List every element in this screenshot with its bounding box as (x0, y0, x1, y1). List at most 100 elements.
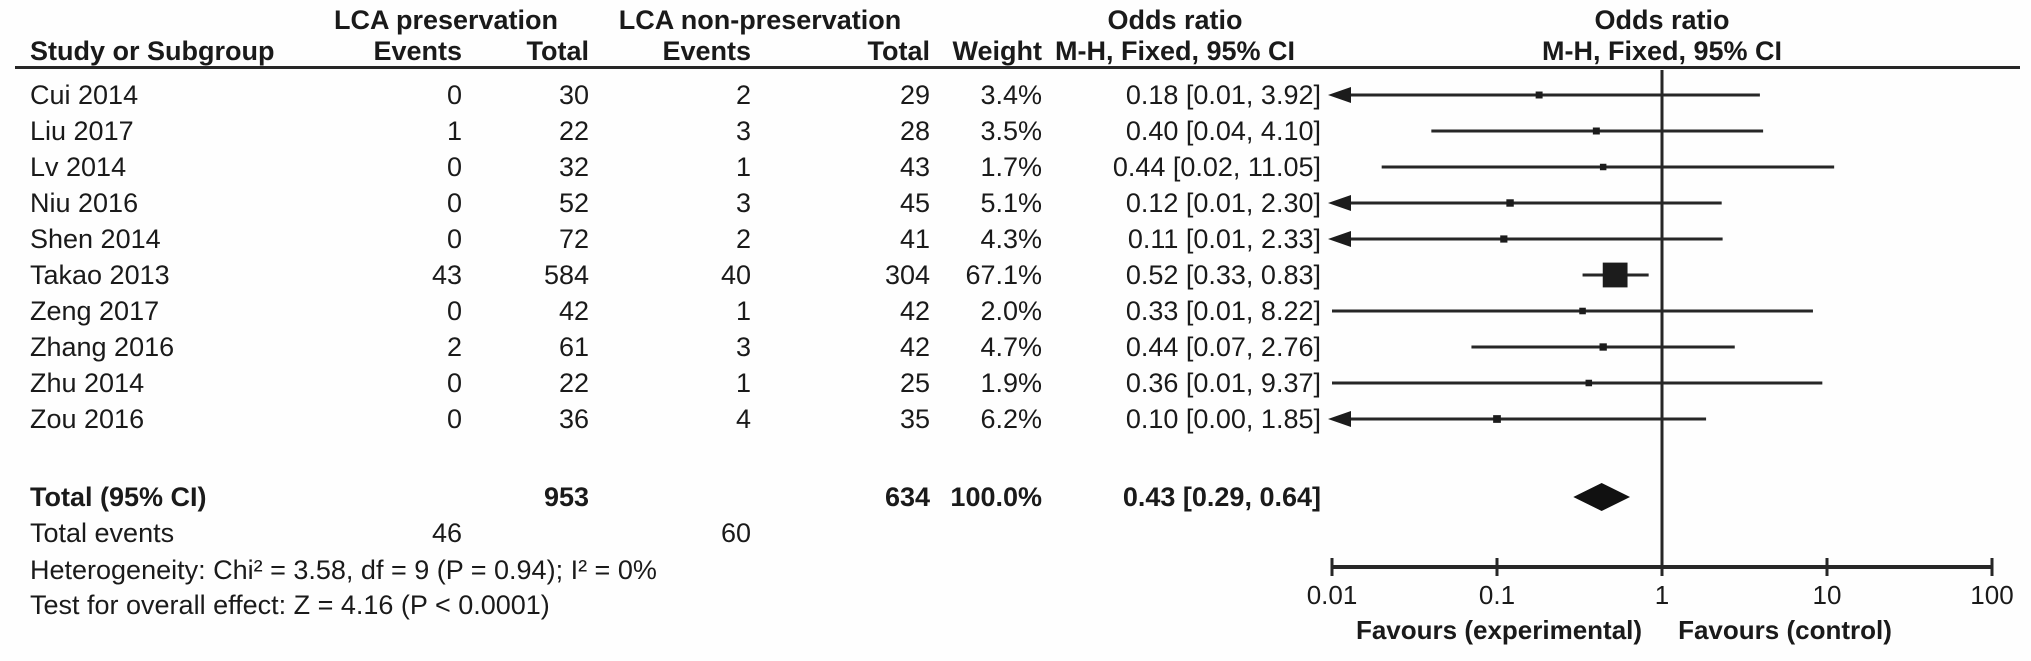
events-preservation: 0 (446, 404, 462, 434)
weight-value: 4.7% (980, 332, 1042, 362)
total-preservation: 22 (558, 368, 589, 398)
total-odds-ratio-ci: 0.43 [0.29, 0.64] (1122, 482, 1321, 512)
axis-tick-label: 100 (1970, 580, 2013, 610)
events-non-preservation: 2 (735, 224, 751, 254)
odds-ratio-ci-value: 0.40 [0.04, 4.10] (1125, 116, 1321, 146)
or-point-marker (1500, 235, 1508, 243)
weight-value: 4.3% (980, 224, 1042, 254)
total-events-non-preservation: 60 (720, 518, 751, 548)
study-name: Lv 2014 (30, 152, 127, 182)
total-preservation: 584 (543, 260, 589, 290)
events-non-preservation: 3 (735, 332, 751, 362)
total-preservation: 72 (558, 224, 589, 254)
events-non-preservation: 1 (735, 296, 751, 326)
axis-tick-label: 0.1 (1479, 580, 1515, 610)
odds-ratio-ci-value: 0.11 [0.01, 2.33] (1127, 224, 1321, 254)
column-header-total-1: Total (526, 36, 590, 66)
plot-title: Odds ratio (1594, 5, 1730, 35)
axis-tick-label: 10 (1813, 580, 1842, 610)
heterogeneity-text: Heterogeneity: Chi² = 3.58, df = 9 (P = … (30, 555, 657, 585)
odds-ratio-ci-value: 0.10 [0.00, 1.85] (1125, 404, 1321, 434)
weight-value: 2.0% (980, 296, 1042, 326)
events-preservation: 0 (446, 296, 462, 326)
total-preservation: 52 (558, 188, 589, 218)
total-non-preservation: 25 (899, 368, 930, 398)
axis-tick-label: 1 (1655, 580, 1669, 610)
study-name: Zhu 2014 (30, 368, 145, 398)
header-rule (15, 66, 2020, 69)
column-header-events-1: Events (373, 36, 462, 66)
study-name: Cui 2014 (30, 80, 139, 110)
total-preservation: 42 (558, 296, 589, 326)
study-name: Shen 2014 (30, 224, 161, 254)
or-point-marker (1579, 307, 1586, 315)
weight-value: 1.9% (980, 368, 1042, 398)
events-preservation: 0 (446, 80, 462, 110)
study-name: Zeng 2017 (30, 296, 160, 326)
odds-ratio-ci-value: 0.44 [0.02, 11.05] (1112, 152, 1321, 182)
odds-ratio-column-title: Odds ratio (1107, 5, 1243, 35)
total-non-preservation: 304 (884, 260, 930, 290)
events-preservation: 0 (446, 224, 462, 254)
total-non-preservation: 29 (899, 80, 930, 110)
total-non-preservation: 45 (899, 188, 930, 218)
study-name: Zhang 2016 (30, 332, 175, 362)
events-non-preservation: 4 (735, 404, 751, 434)
odds-ratio-ci-value: 0.18 [0.01, 3.92] (1125, 80, 1321, 110)
total-preservation: 36 (558, 404, 589, 434)
total-events-preservation: 46 (431, 518, 462, 548)
study-name: Niu 2016 (30, 188, 139, 218)
events-preservation: 1 (446, 116, 462, 146)
total-preservation: 30 (558, 80, 589, 110)
total-non-preservation: 28 (899, 116, 930, 146)
events-non-preservation: 3 (735, 116, 751, 146)
study-name: Zou 2016 (30, 404, 145, 434)
left-arrow-icon (1328, 411, 1351, 427)
odds-ratio-ci-value: 0.44 [0.07, 2.76] (1125, 332, 1321, 362)
column-header-study: Study or Subgroup (30, 36, 275, 66)
weight-value: 67.1% (965, 260, 1042, 290)
events-non-preservation: 40 (720, 260, 751, 290)
events-non-preservation: 1 (735, 152, 751, 182)
left-arrow-icon (1328, 195, 1351, 211)
favours-control-label: Favours (control) (1678, 615, 1892, 645)
or-point-marker (1599, 343, 1607, 351)
column-header-weight: Weight (952, 36, 1043, 66)
events-preservation: 0 (446, 368, 462, 398)
total-row-label: Total (95% CI) (30, 482, 207, 512)
or-point-marker (1592, 127, 1600, 135)
column-header-events-2: Events (662, 36, 751, 66)
or-point-marker (1535, 91, 1543, 99)
group-header-lca-preservation: LCA preservation (333, 5, 559, 35)
total-non-preservation: 35 (899, 404, 930, 434)
group-header-lca-non-preservation: LCA non-preservation (618, 5, 902, 35)
odds-ratio-ci-value: 0.12 [0.01, 2.30] (1125, 188, 1321, 218)
odds-ratio-ci-value: 0.36 [0.01, 9.37] (1125, 368, 1321, 398)
events-preservation: 0 (446, 188, 462, 218)
total-weight: 100.0% (950, 482, 1042, 512)
weight-value: 3.4% (980, 80, 1042, 110)
weight-value: 5.1% (980, 188, 1042, 218)
or-point-marker (1585, 379, 1593, 387)
total-events-label: Total events (30, 518, 175, 548)
plot-subtitle: M-H, Fixed, 95% CI (1541, 36, 1783, 66)
events-preservation: 43 (431, 260, 462, 290)
axis-tick-label: 0.01 (1307, 580, 1358, 610)
or-point-marker (1602, 262, 1628, 288)
favours-experimental-label: Favours (experimental) (1356, 615, 1642, 645)
odds-ratio-ci-value: 0.33 [0.01, 8.22] (1125, 296, 1321, 326)
odds-ratio-column-subtitle: M-H, Fixed, 95% CI (1054, 36, 1296, 66)
total-preservation-sum: 953 (543, 482, 589, 512)
total-non-preservation: 42 (899, 332, 930, 362)
total-non-preservation: 41 (899, 224, 930, 254)
study-name: Takao 2013 (30, 260, 170, 290)
odds-ratio-ci-value: 0.52 [0.33, 0.83] (1125, 260, 1321, 290)
total-non-preservation: 42 (899, 296, 930, 326)
total-preservation: 32 (558, 152, 589, 182)
or-point-marker (1599, 163, 1607, 171)
left-arrow-icon (1328, 231, 1351, 247)
or-point-marker (1506, 199, 1514, 207)
study-name: Liu 2017 (30, 116, 134, 146)
left-arrow-icon (1328, 87, 1351, 103)
